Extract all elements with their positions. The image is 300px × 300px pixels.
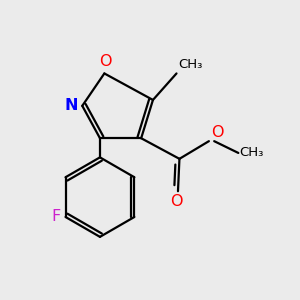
Text: O: O [170, 194, 183, 208]
Text: F: F [51, 209, 60, 224]
Text: O: O [211, 125, 223, 140]
Text: N: N [65, 98, 78, 113]
Text: CH₃: CH₃ [239, 146, 264, 159]
Text: O: O [99, 54, 111, 69]
Text: CH₃: CH₃ [178, 58, 202, 71]
